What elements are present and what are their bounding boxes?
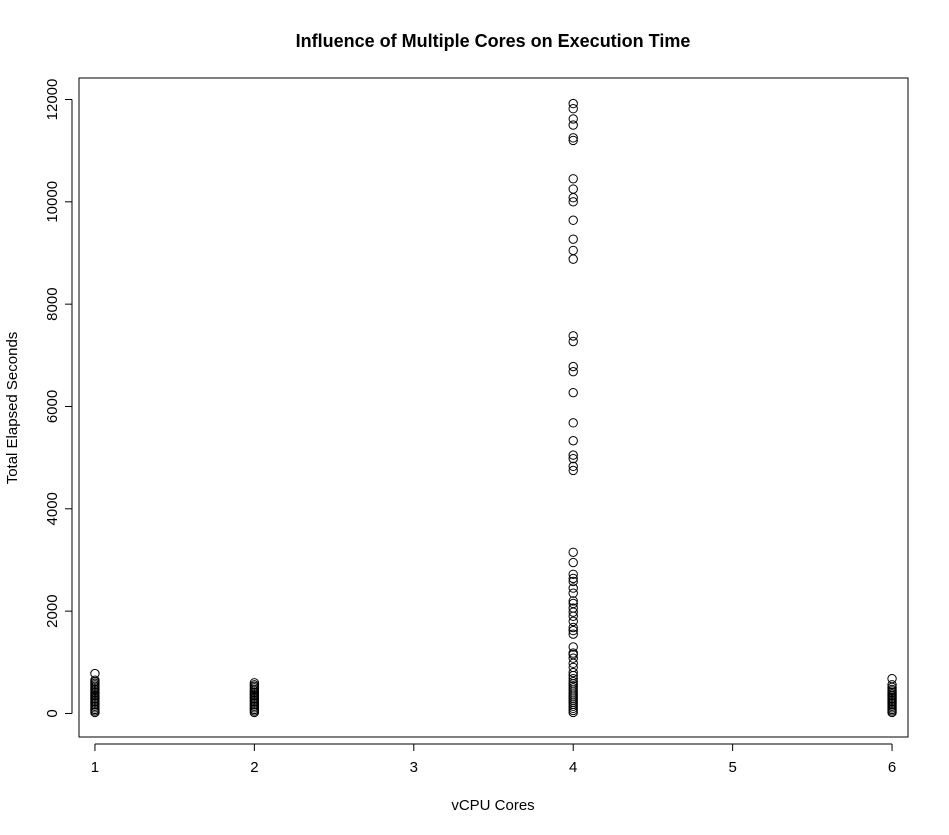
data-point: [568, 336, 578, 347]
data-point: [568, 677, 578, 687]
x-tick-label: 1: [91, 759, 99, 776]
x-tick-label: 5: [728, 759, 736, 776]
data-point: [90, 668, 100, 679]
data-point: [568, 453, 578, 464]
data-point: [568, 596, 578, 606]
data-point: [568, 366, 578, 377]
data-point: [568, 616, 578, 627]
data-point: [568, 135, 578, 146]
y-tick-label: 8000: [44, 287, 61, 320]
data-points: [90, 98, 897, 718]
data-point: [568, 98, 578, 109]
data-point: [568, 583, 578, 593]
data-point: [568, 387, 578, 398]
plot-frame: [78, 77, 909, 738]
data-point: [568, 673, 578, 684]
data-point: [568, 648, 578, 658]
data-point: [568, 603, 578, 613]
data-point: [568, 629, 578, 639]
data-point: [887, 673, 897, 684]
data-point: [568, 450, 578, 460]
y-tick-label: 6000: [44, 390, 61, 423]
data-point: [568, 254, 578, 264]
data-point: [568, 418, 578, 428]
data-point: [568, 662, 578, 673]
data-point: [568, 465, 578, 476]
x-axis-label: vCPU Cores: [451, 797, 534, 814]
x-axis: 1 2 3 4 5 6: [91, 743, 896, 776]
y-tick-label: 2000: [44, 594, 61, 627]
x-tick-label: 2: [250, 759, 258, 776]
y-tick-label: 0: [44, 709, 61, 717]
data-point: [568, 642, 578, 652]
y-tick-label: 12000: [44, 79, 61, 121]
y-tick-label: 10000: [44, 181, 61, 223]
data-point: [568, 245, 578, 256]
data-point: [568, 625, 578, 636]
data-point: [568, 569, 578, 579]
data-point: [568, 573, 578, 584]
chart-title: Influence of Multiple Cores on Execution…: [296, 31, 691, 51]
data-point: [568, 557, 578, 568]
data-point: [568, 598, 578, 609]
data-point: [568, 667, 578, 678]
data-point: [568, 120, 578, 130]
data-point: [568, 184, 578, 194]
data-point: [568, 114, 578, 124]
data-point: [249, 678, 260, 688]
data-point: [568, 331, 578, 341]
data-point: [568, 103, 578, 114]
data-point: [568, 361, 578, 372]
data-point: [568, 653, 578, 663]
data-point: [568, 436, 578, 446]
y-axis: 0 2000 4000 6000 8000 10000 12000: [44, 79, 73, 718]
y-tick-label: 4000: [44, 492, 61, 525]
data-point: [568, 234, 578, 244]
data-point: [568, 174, 578, 184]
data-point: [568, 576, 578, 587]
x-tick-label: 6: [888, 759, 896, 776]
data-point: [568, 133, 578, 143]
data-point: [568, 622, 578, 633]
x-tick-label: 3: [410, 759, 418, 776]
data-point: [568, 588, 578, 598]
data-point: [887, 680, 897, 690]
data-point: [568, 215, 578, 225]
data-point: [90, 675, 100, 685]
data-point: [568, 461, 578, 472]
data-point: [568, 197, 578, 207]
x-tick-label: 4: [569, 759, 577, 776]
data-point: [568, 547, 578, 557]
y-axis-label: Total Elapsed Seconds: [4, 332, 21, 485]
